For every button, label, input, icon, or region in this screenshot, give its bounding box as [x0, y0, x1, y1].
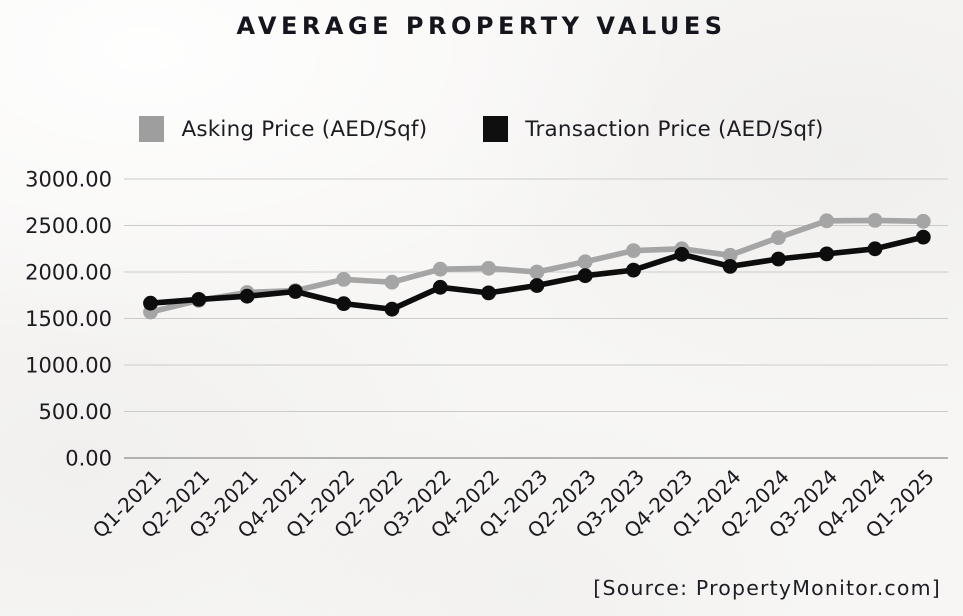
asking-price-point — [626, 243, 641, 258]
asking-price-point — [529, 264, 545, 280]
transaction-price-point — [771, 251, 786, 267]
y-axis-tick-label: 1000.00 — [25, 354, 112, 378]
transaction-price-point — [674, 246, 690, 262]
legend-label-transaction-price: Transaction Price (AED/Sqf) — [525, 116, 824, 142]
transaction-price-point — [143, 295, 158, 311]
transaction-price-point — [432, 279, 448, 295]
transaction-price-point — [239, 288, 255, 304]
legend: Asking Price (AED/Sqf) Transaction Price… — [0, 116, 963, 142]
transaction-price-point — [481, 285, 496, 301]
legend-label-asking-price: Asking Price (AED/Sqf) — [181, 116, 428, 142]
transaction-price-point — [288, 284, 303, 299]
asking-price-point — [771, 230, 786, 246]
asking-price-point — [432, 261, 448, 277]
asking-price-point — [722, 247, 738, 263]
y-axis-tick-label: 3000.00 — [25, 168, 112, 192]
y-axis-tick-label: 0.00 — [65, 447, 112, 471]
asking-price-swatch — [139, 116, 165, 142]
transaction-price-point — [191, 292, 207, 307]
asking-price-point — [577, 254, 593, 270]
asking-price-point — [867, 213, 883, 228]
asking-price-point — [915, 213, 931, 229]
asking-price-point — [481, 260, 496, 276]
transaction-price-point — [722, 259, 738, 274]
transaction-price-swatch — [483, 116, 509, 142]
y-axis-tick-label: 2000.00 — [25, 261, 112, 285]
legend-item-asking-price: Asking Price (AED/Sqf) — [139, 116, 427, 142]
transaction-price-point — [819, 246, 835, 262]
transaction-price-point — [384, 301, 400, 317]
legend-item-transaction-price: Transaction Price (AED/Sqf) — [483, 116, 823, 142]
transaction-price-point — [577, 268, 593, 284]
chart-title: AVERAGE PROPERTY VALUES — [236, 12, 727, 40]
asking-price-point — [819, 213, 835, 229]
transaction-price-point — [915, 229, 931, 245]
transaction-price-point — [867, 241, 883, 257]
y-axis-tick-label: 1500.00 — [25, 307, 112, 331]
transaction-price-point — [529, 278, 545, 293]
transaction-price-point — [626, 262, 641, 278]
asking-price-point — [384, 274, 400, 290]
source-caption: [Source: PropertyMonitor.com] — [593, 576, 941, 600]
y-axis-tick-label: 2500.00 — [25, 214, 112, 238]
y-axis-tick-label: 500.00 — [39, 400, 112, 424]
transaction-price-point — [336, 296, 352, 311]
asking-price-point — [336, 272, 352, 287]
